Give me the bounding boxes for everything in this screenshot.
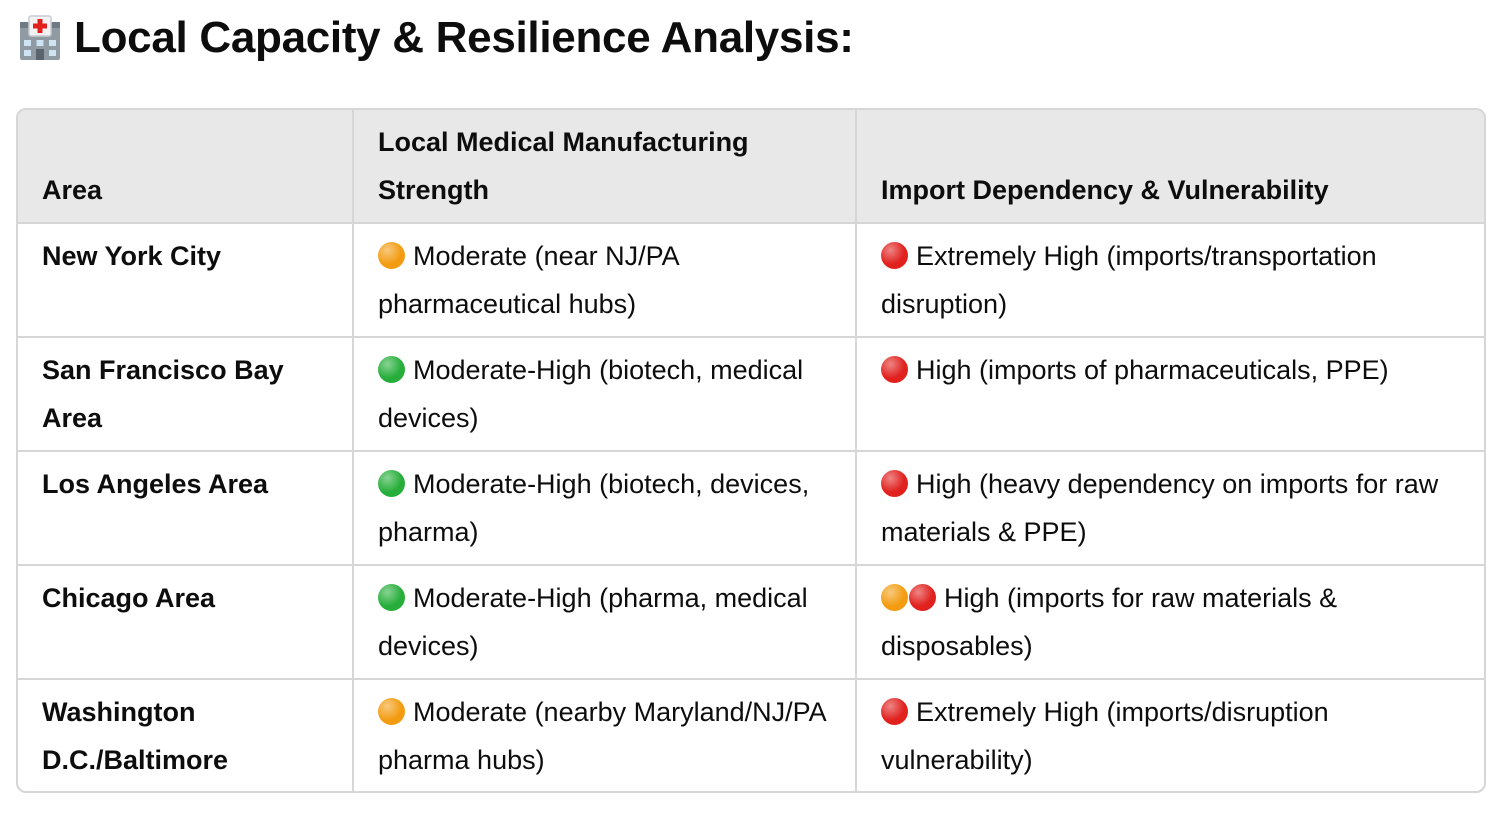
cell-manufacturing: Moderate-High (biotech, devices, pharma) <box>353 451 857 566</box>
red-circle-icon <box>881 470 908 497</box>
page-title: Local Capacity & Resilience Analysis: <box>16 10 854 66</box>
table-header-row: Area Local Medical Manufacturing Strengt… <box>18 110 1484 224</box>
hospital-icon <box>16 14 64 62</box>
cell-imports: Extremely High (imports/disruption vulne… <box>856 679 1484 791</box>
cell-imports-text: High (imports of pharmaceuticals, PPE) <box>916 355 1389 385</box>
cell-manufacturing-text: Moderate-High (biotech, medical devices) <box>378 355 804 433</box>
header-manufacturing: Local Medical Manufacturing Strength <box>353 110 857 224</box>
cell-manufacturing: Moderate (nearby Maryland/NJ/PA pharma h… <box>353 679 857 791</box>
cell-imports: Extremely High (imports/transportation d… <box>856 223 1484 338</box>
red-circle-icon <box>909 584 936 611</box>
table-row: Washington D.C./Baltimore Moderate (nearb… <box>18 679 1484 791</box>
red-circle-icon <box>881 356 908 383</box>
header-imports: Import Dependency & Vulnerability <box>856 110 1484 224</box>
table-row: San Francisco Bay Area Moderate-High (bio… <box>18 337 1484 452</box>
resilience-table: Area Local Medical Manufacturing Strengt… <box>16 108 1486 793</box>
cell-area: Los Angeles Area <box>18 451 354 566</box>
cell-manufacturing: Moderate (near NJ/PA pharmaceutical hubs… <box>353 223 857 338</box>
cell-manufacturing: Moderate-High (biotech, medical devices) <box>353 337 857 452</box>
cell-manufacturing-text: Moderate (near NJ/PA pharmaceutical hubs… <box>378 241 679 319</box>
cell-imports: High (heavy dependency on imports for ra… <box>856 451 1484 566</box>
table-row: Chicago Area Moderate-High (pharma, medic… <box>18 565 1484 680</box>
red-circle-icon <box>881 242 908 269</box>
cell-imports-text: Extremely High (imports/transportation d… <box>881 241 1377 319</box>
cell-imports-text: High (heavy dependency on imports for ra… <box>881 469 1439 547</box>
orange-circle-icon <box>881 584 908 611</box>
cell-manufacturing-text: Moderate-High (pharma, medical devices) <box>378 583 808 661</box>
header-area: Area <box>18 110 354 224</box>
cell-area: Chicago Area <box>18 565 354 680</box>
green-circle-icon <box>378 470 405 497</box>
cell-manufacturing-text: Moderate-High (biotech, devices, pharma) <box>378 469 810 547</box>
red-circle-icon <box>881 698 908 725</box>
cell-area: Washington D.C./Baltimore <box>18 679 354 791</box>
cell-manufacturing-text: Moderate (nearby Maryland/NJ/PA pharma h… <box>378 697 826 775</box>
cell-area: New York City <box>18 223 354 338</box>
orange-circle-icon <box>378 698 405 725</box>
orange-circle-icon <box>378 242 405 269</box>
table-row: Los Angeles Area Moderate-High (biotech, … <box>18 451 1484 566</box>
cell-imports-text: High (imports for raw materials & dispos… <box>881 583 1338 661</box>
cell-imports-text: Extremely High (imports/disruption vulne… <box>881 697 1329 775</box>
cell-imports: High (imports for raw materials & dispos… <box>856 565 1484 680</box>
cell-area: San Francisco Bay Area <box>18 337 354 452</box>
green-circle-icon <box>378 356 405 383</box>
cell-imports: High (imports of pharmaceuticals, PPE) <box>856 337 1484 452</box>
table-row: New York City Moderate (near NJ/PA pharma… <box>18 223 1484 338</box>
page-title-text: Local Capacity & Resilience Analysis: <box>74 13 854 62</box>
cell-manufacturing: Moderate-High (pharma, medical devices) <box>353 565 857 680</box>
green-circle-icon <box>378 584 405 611</box>
